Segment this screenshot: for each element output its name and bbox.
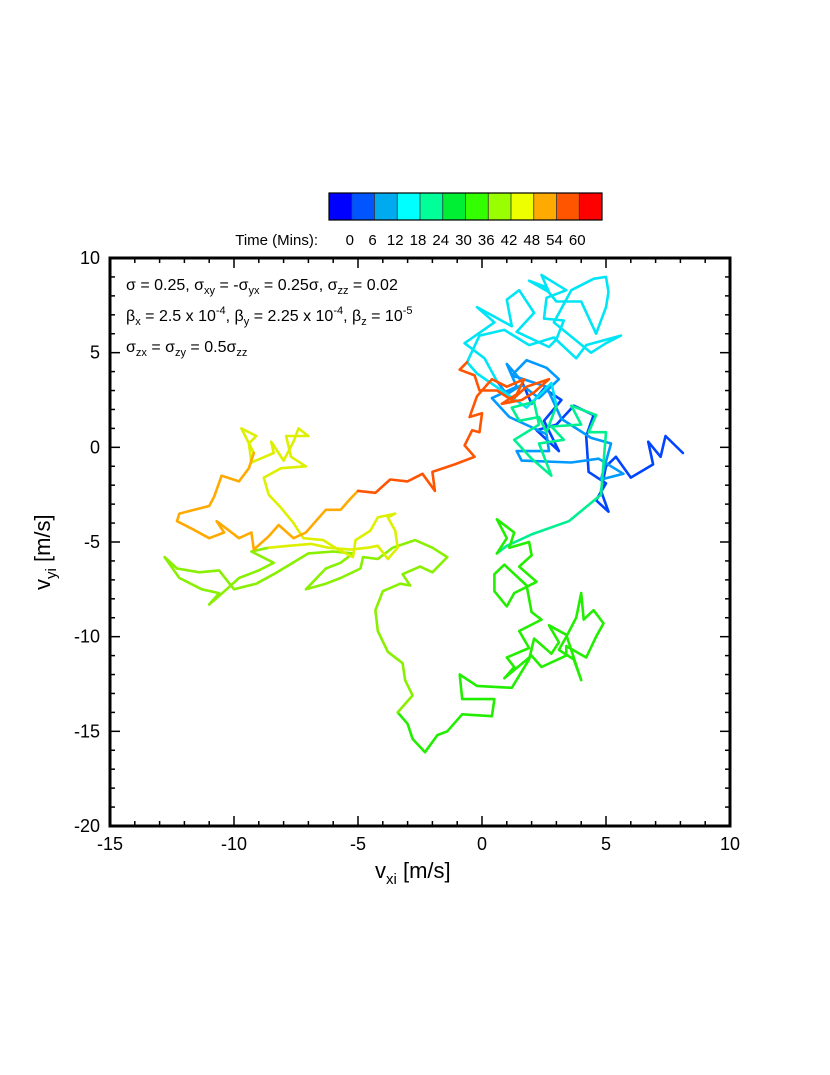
- colorbar-tick-labels: 0 6 12 18 24 30 36 42 48 54 60: [346, 232, 586, 249]
- annotation-line-2: βx = 2.5 x 10-4, βy = 2.25 x 10-4, βz = …: [126, 305, 413, 328]
- colorbar-title: Time (Mins):: [235, 232, 318, 249]
- colorbar-swatch: [374, 193, 398, 220]
- y-tick-label: 0: [90, 437, 100, 457]
- parameter-annotations: σ = 0.25, σxy = -σyx = 0.25σ, σzz = 0.02…: [126, 277, 413, 359]
- x-tick-labels: -15 -10 -5 0 5 10: [97, 834, 740, 854]
- colorbar-tick-label: 36: [478, 232, 495, 249]
- colorbar-swatch: [397, 193, 421, 220]
- annotation-line-1: σ = 0.25, σxy = -σyx = 0.25σ, σzz = 0.02: [126, 277, 398, 297]
- colorbar-border: [328, 192, 603, 221]
- trajectory-segment-42-48: [240, 427, 400, 561]
- x-tick-label: 5: [601, 834, 611, 854]
- colorbar-swatch: [556, 193, 580, 220]
- trajectory-segment-12-18: [463, 273, 623, 409]
- y-tick-label: -10: [74, 627, 100, 647]
- y-tick-label: -5: [84, 532, 100, 552]
- y-tick-label: 10: [80, 248, 100, 268]
- y-tick-labels: 10 5 0 -5 -10 -15 -20: [74, 248, 100, 836]
- trajectory: [163, 273, 685, 754]
- colorbar-swatch: [579, 193, 603, 220]
- colorbar-tick-label: 12: [387, 232, 404, 249]
- colorbar-tick-label: 0: [346, 232, 354, 249]
- colorbar-tick-label: 18: [410, 232, 427, 249]
- colorbar-tick-label: 60: [569, 232, 586, 249]
- colorbar-tick-label: 24: [432, 232, 449, 249]
- colorbar-swatch: [420, 193, 444, 220]
- colorbar-swatch: [351, 193, 375, 220]
- x-tick-label: -15: [97, 834, 123, 854]
- annotation-line-3: σzx = σzy = 0.5σzz: [126, 339, 247, 359]
- colorbar-swatch: [465, 193, 489, 220]
- colorbar-tick-label: 30: [455, 232, 472, 249]
- trajectory-segment-48-54: [175, 451, 360, 551]
- x-tick-label: 10: [720, 834, 740, 854]
- y-axis-label: vyi [m/s]: [30, 514, 60, 590]
- colorbar-tick-label: 42: [501, 232, 518, 249]
- x-tick-label: -10: [221, 834, 247, 854]
- colorbar-tick-label: 6: [368, 232, 376, 249]
- trajectory-segment-36-42: [163, 538, 449, 714]
- colorbar-swatch: [511, 193, 535, 220]
- trajectory-segment-18-30: [495, 400, 608, 555]
- y-tick-label: 5: [90, 343, 100, 363]
- y-tick-label: -15: [74, 721, 100, 741]
- colorbar-swatch: [329, 193, 353, 220]
- x-axis-label: vxi [m/s]: [375, 858, 451, 888]
- x-tick-label: 0: [477, 834, 487, 854]
- colorbar-swatch: [488, 193, 512, 220]
- trajectory-segment-30-36: [396, 517, 605, 754]
- trajectory-segment-0-6: [520, 379, 685, 514]
- colorbar-swatch: [533, 193, 557, 220]
- colorbar-swatch: [442, 193, 466, 220]
- axis-ticks: [109, 257, 731, 827]
- plot-area: [108, 256, 732, 828]
- x-tick-label: -5: [350, 834, 366, 854]
- colorbar-tick-label: 48: [523, 232, 540, 249]
- y-tick-label: -20: [74, 816, 100, 836]
- colorbar-tick-label: 54: [546, 232, 563, 249]
- trajectory-segment-54-60: [356, 360, 551, 495]
- colorbar: [328, 192, 603, 221]
